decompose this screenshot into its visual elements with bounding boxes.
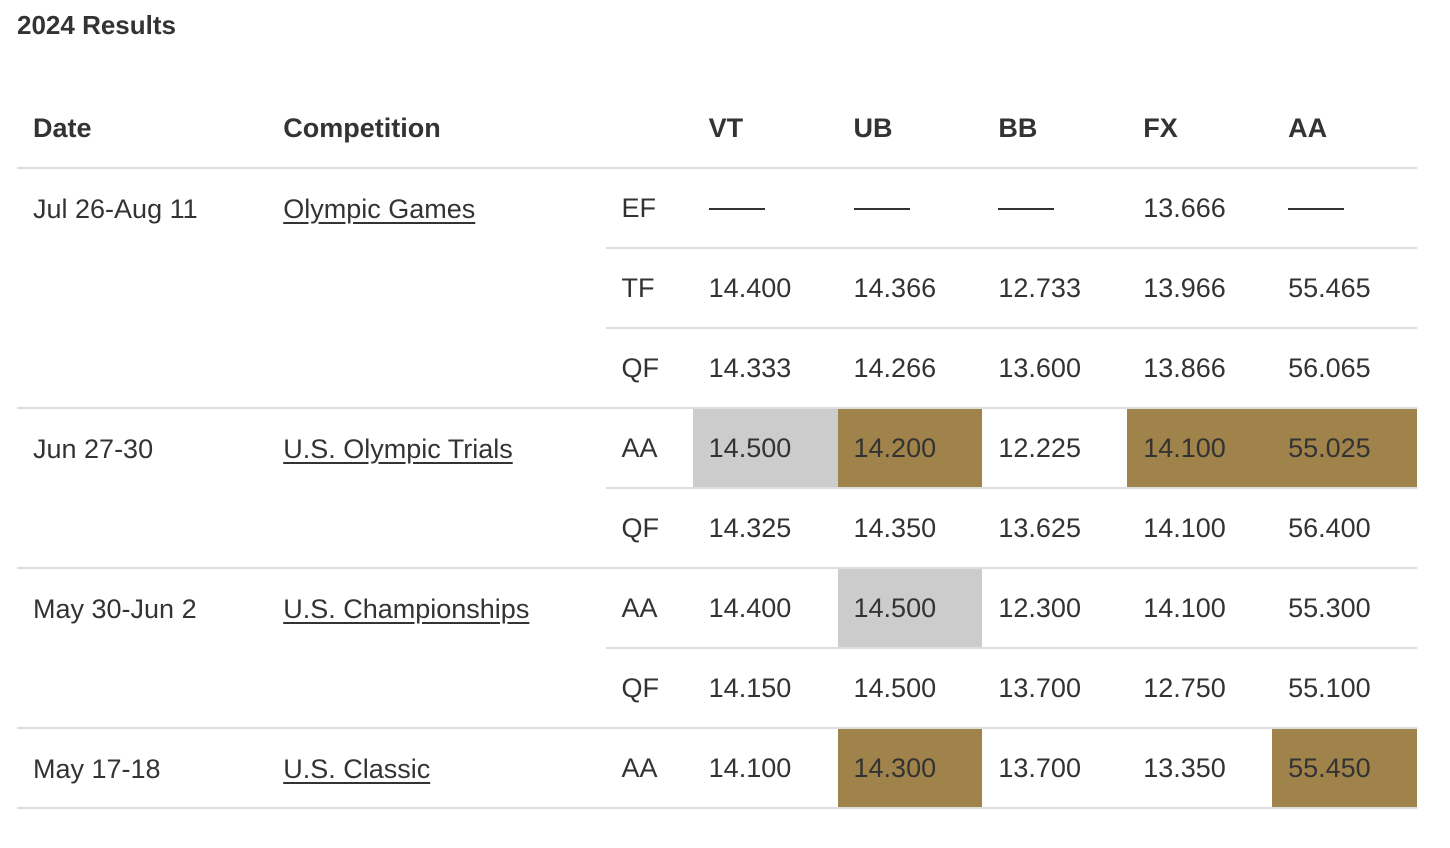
score-cell: 14.266 <box>837 328 983 409</box>
competition-link[interactable]: Olympic Games <box>283 194 476 224</box>
table-row: May 17-18 U.S. Classic AA 14.100 14.300 13.70… <box>17 728 1417 809</box>
score-cell: 55.450 <box>1272 728 1417 809</box>
score-cell: 14.150 <box>692 648 838 729</box>
score-cell: 14.500 <box>837 648 983 729</box>
header-vt: VT <box>692 89 838 169</box>
score-cell: 14.100 <box>1127 568 1273 649</box>
results-table: Date Competition VT UB BB FX AA Jul 26-A… <box>17 89 1417 809</box>
round-label: QF <box>605 648 693 729</box>
competition-date: Jun 27-30 <box>17 408 268 569</box>
results-body: Jul 26-Aug 11 Olympic Games EF — — — 13.666 — TF… <box>17 168 1417 809</box>
score-cell: 13.700 <box>982 728 1128 809</box>
score-cell: 14.366 <box>837 248 983 329</box>
score-cell: 12.300 <box>982 568 1128 649</box>
score-cell: 14.400 <box>692 248 838 329</box>
score-cell: 13.666 <box>1127 168 1273 249</box>
score-cell: 56.400 <box>1272 488 1417 569</box>
page-title: 2024 Results <box>17 10 176 40</box>
header-date: Date <box>17 89 268 169</box>
score-cell: 55.025 <box>1272 408 1417 489</box>
round-label: AA <box>605 568 693 649</box>
table-row: Jul 26-Aug 11 Olympic Games EF — — — 13.666 — <box>17 168 1417 409</box>
score-cell: 14.500 <box>692 408 838 489</box>
score-cell: 12.733 <box>982 248 1128 329</box>
score-cell: 13.700 <box>982 648 1128 729</box>
round-label: AA <box>605 408 693 489</box>
header-bb: BB <box>982 89 1128 169</box>
no-score-dash: — <box>1288 208 1345 211</box>
score-cell: 55.100 <box>1272 648 1417 729</box>
table-row: QF 14.325 14.350 13.625 14.100 56.400 <box>17 488 1417 569</box>
score-cell: 55.300 <box>1272 568 1417 649</box>
header-round <box>605 89 693 169</box>
score-cell: 14.100 <box>692 728 838 809</box>
score-cell: 14.100 <box>1127 408 1273 489</box>
score-cell: 14.500 <box>837 568 983 649</box>
no-score-dash: — <box>853 208 910 211</box>
competition-link[interactable]: U.S. Olympic Trials <box>283 434 513 464</box>
round-label: EF <box>605 168 693 249</box>
score-cell: — <box>692 168 838 249</box>
header-competition: Competition <box>267 89 606 169</box>
score-cell: 55.465 <box>1272 248 1417 329</box>
score-cell: 14.200 <box>837 408 983 489</box>
table-row: Jun 27-30 U.S. Olympic Trials AA 14.500 14.2… <box>17 408 1417 569</box>
header-aa: AA <box>1272 89 1417 169</box>
competition-link[interactable]: U.S. Classic <box>283 754 431 784</box>
competition-cell: U.S. Championships <box>267 568 606 729</box>
round-label: TF <box>605 248 693 329</box>
score-cell: 13.966 <box>1127 248 1273 329</box>
score-cell: 14.333 <box>692 328 838 409</box>
score-cell: 13.866 <box>1127 328 1273 409</box>
competition-link[interactable]: U.S. Championships <box>283 594 530 624</box>
competition-cell: Olympic Games <box>267 168 606 409</box>
competition-date: Jul 26-Aug 11 <box>17 168 268 409</box>
table-header-row: Date Competition VT UB BB FX AA <box>17 89 1417 169</box>
no-score-dash: — <box>708 208 765 211</box>
score-cell: 13.625 <box>982 488 1128 569</box>
score-cell: — <box>982 168 1128 249</box>
competition-date: May 17-18 <box>17 728 268 809</box>
table-row: May 30-Jun 2 U.S. Championships AA 14.400 14… <box>17 568 1417 729</box>
table-row: TF 14.400 14.366 12.733 13.966 55.465 <box>17 248 1417 329</box>
competition-date: May 30-Jun 2 <box>17 568 268 729</box>
round-label: QF <box>605 328 693 409</box>
score-cell: 14.350 <box>837 488 983 569</box>
competition-cell: U.S. Olympic Trials <box>267 408 606 569</box>
score-cell: — <box>1272 168 1417 249</box>
table-row: QF 14.150 14.500 13.700 12.750 55.100 <box>17 648 1417 729</box>
competition-cell: U.S. Classic <box>267 728 606 809</box>
round-label: QF <box>605 488 693 569</box>
score-cell: 12.750 <box>1127 648 1273 729</box>
no-score-dash: — <box>998 208 1055 211</box>
round-label: AA <box>605 728 693 809</box>
score-cell: 13.600 <box>982 328 1128 409</box>
score-cell: 13.350 <box>1127 728 1273 809</box>
header-fx: FX <box>1127 89 1273 169</box>
score-cell: 14.100 <box>1127 488 1273 569</box>
score-cell: — <box>837 168 983 249</box>
score-cell: 12.225 <box>982 408 1128 489</box>
score-cell: 14.400 <box>692 568 838 649</box>
header-ub: UB <box>837 89 983 169</box>
score-cell: 14.325 <box>692 488 838 569</box>
score-cell: 56.065 <box>1272 328 1417 409</box>
score-cell: 14.300 <box>837 728 983 809</box>
table-row: QF 14.333 14.266 13.600 13.866 56.065 <box>17 328 1417 409</box>
